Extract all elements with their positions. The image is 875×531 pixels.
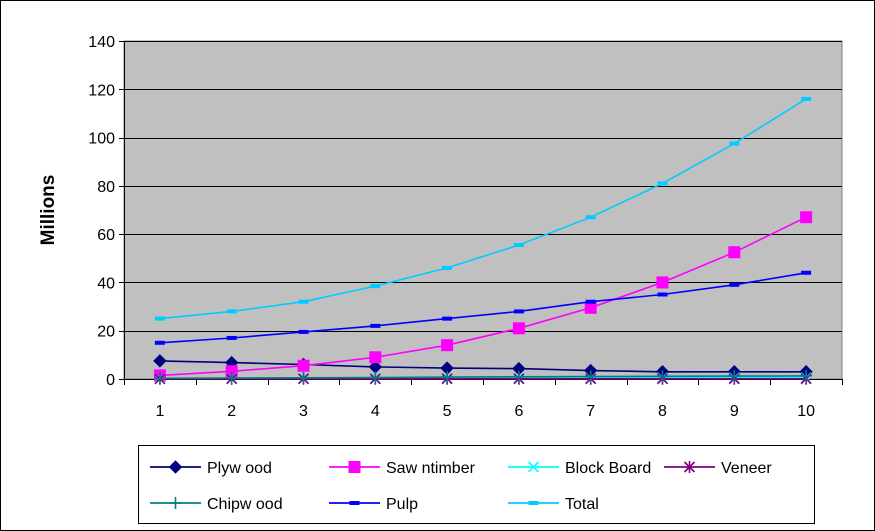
series-line-saw-ntimber	[159, 216, 807, 377]
data-point-pulp	[226, 335, 237, 340]
legend-box	[138, 445, 815, 524]
data-point-saw-ntimber	[441, 339, 454, 352]
legend-item-chipw-ood: Chipw ood	[150, 496, 283, 513]
legend-swatch-marker	[528, 501, 539, 505]
data-point-pulp	[585, 299, 596, 304]
data-point-saw-ntimber	[512, 322, 525, 335]
legend-label: Veneer	[721, 460, 772, 477]
series-line-total	[159, 98, 807, 320]
legend-swatch-marker	[348, 461, 361, 473]
x-tick-label: 3	[299, 403, 308, 420]
legend-label: Plyw ood	[207, 460, 272, 477]
data-point-chipw-ood	[297, 371, 310, 384]
data-point-chipw-ood	[584, 370, 597, 383]
series-pulp	[154, 270, 812, 345]
data-point-total	[585, 215, 596, 220]
x-tick-label: 4	[371, 403, 380, 420]
x-axis-tick-labels: 1 2 3 4 5 6 7 8 9 10	[155, 403, 815, 420]
y-axis-tick-labels: 0 20 40 60 80 100 120 140	[88, 34, 115, 389]
y-tick-label: 60	[97, 227, 115, 244]
data-point-saw-ntimber	[297, 359, 310, 372]
series-line-pulp	[159, 272, 807, 344]
data-point-total	[657, 181, 668, 186]
legend-item-saw-ntimber: Saw ntimber	[329, 460, 476, 477]
x-tick-label: 10	[797, 403, 815, 420]
legend-label: Saw ntimber	[386, 460, 476, 477]
x-tick-label: 6	[514, 403, 523, 420]
data-point-total	[513, 243, 524, 248]
data-point-pulp	[513, 309, 524, 314]
y-tick-label: 20	[97, 324, 115, 341]
series-line-chipw-ood	[159, 375, 807, 380]
data-point-total	[801, 96, 812, 101]
legend-label: Chipw ood	[207, 496, 283, 513]
data-point-saw-ntimber	[728, 246, 741, 259]
x-tick-label: 1	[155, 403, 164, 420]
gridlines	[124, 41, 842, 332]
legend-item-total: Total	[508, 496, 599, 513]
series-total	[154, 96, 812, 321]
y-tick-label: 0	[106, 372, 115, 389]
legend-swatch-marker	[349, 501, 360, 505]
data-point-chipw-ood	[728, 370, 741, 383]
data-point-pulp	[442, 316, 453, 321]
y-tick-label: 80	[97, 179, 115, 196]
data-point-chipw-ood	[153, 372, 166, 385]
legend-item-pulp: Pulp	[329, 496, 418, 513]
data-point-pulp	[801, 270, 812, 275]
data-point-total	[729, 141, 740, 146]
data-point-total	[370, 284, 381, 289]
x-tick-label: 8	[658, 403, 667, 420]
y-axis-title: Millions	[38, 175, 59, 246]
data-point-saw-ntimber	[369, 351, 382, 364]
y-tick-label: 140	[88, 34, 115, 51]
data-point-chipw-ood	[512, 370, 525, 383]
x-tick-label: 2	[227, 403, 236, 420]
data-point-chipw-ood	[225, 372, 238, 385]
data-point-pulp	[729, 282, 740, 287]
data-point-pulp	[298, 329, 309, 334]
series-layer	[153, 96, 813, 385]
data-point-saw-ntimber	[656, 276, 669, 289]
legend-swatch-marker	[169, 497, 182, 509]
y-tick-label: 100	[88, 131, 115, 148]
data-point-saw-ntimber	[584, 301, 597, 314]
data-point-chipw-ood	[441, 371, 454, 384]
legend-item-block-board: Block Board	[508, 460, 651, 477]
legend: Plyw ood Saw ntimber Block Board Veneer Chip…	[138, 445, 815, 524]
legend-label: Block Board	[565, 460, 651, 477]
data-point-pulp	[657, 292, 668, 297]
data-point-saw-ntimber	[800, 211, 813, 224]
data-point-plyw-ood	[153, 354, 167, 368]
series-line-plyw-ood	[159, 360, 807, 373]
data-point-chipw-ood	[369, 371, 382, 384]
x-tick-label: 9	[730, 403, 739, 420]
data-point-pulp	[154, 340, 165, 345]
data-point-pulp	[370, 323, 381, 328]
data-point-chipw-ood	[656, 370, 669, 383]
legend-swatch-marker	[683, 461, 696, 473]
x-tick-label: 5	[443, 403, 452, 420]
legend-item-plyw-ood: Plyw ood	[150, 460, 272, 477]
y-tick-label: 120	[88, 82, 115, 99]
legend-swatch-marker	[527, 461, 540, 473]
data-point-total	[442, 265, 453, 270]
data-point-total	[154, 316, 165, 321]
legend-label: Pulp	[386, 496, 418, 513]
legend-item-veneer: Veneer	[664, 460, 772, 477]
series-chipw-ood	[153, 369, 813, 385]
legend-swatch-marker	[168, 460, 183, 474]
plot-area	[123, 40, 843, 380]
y-tick-label: 40	[97, 275, 115, 292]
legend-label: Total	[565, 496, 599, 513]
data-point-total	[298, 299, 309, 304]
data-point-chipw-ood	[800, 369, 813, 382]
x-tick-label: 7	[586, 403, 595, 420]
data-point-total	[226, 309, 237, 314]
